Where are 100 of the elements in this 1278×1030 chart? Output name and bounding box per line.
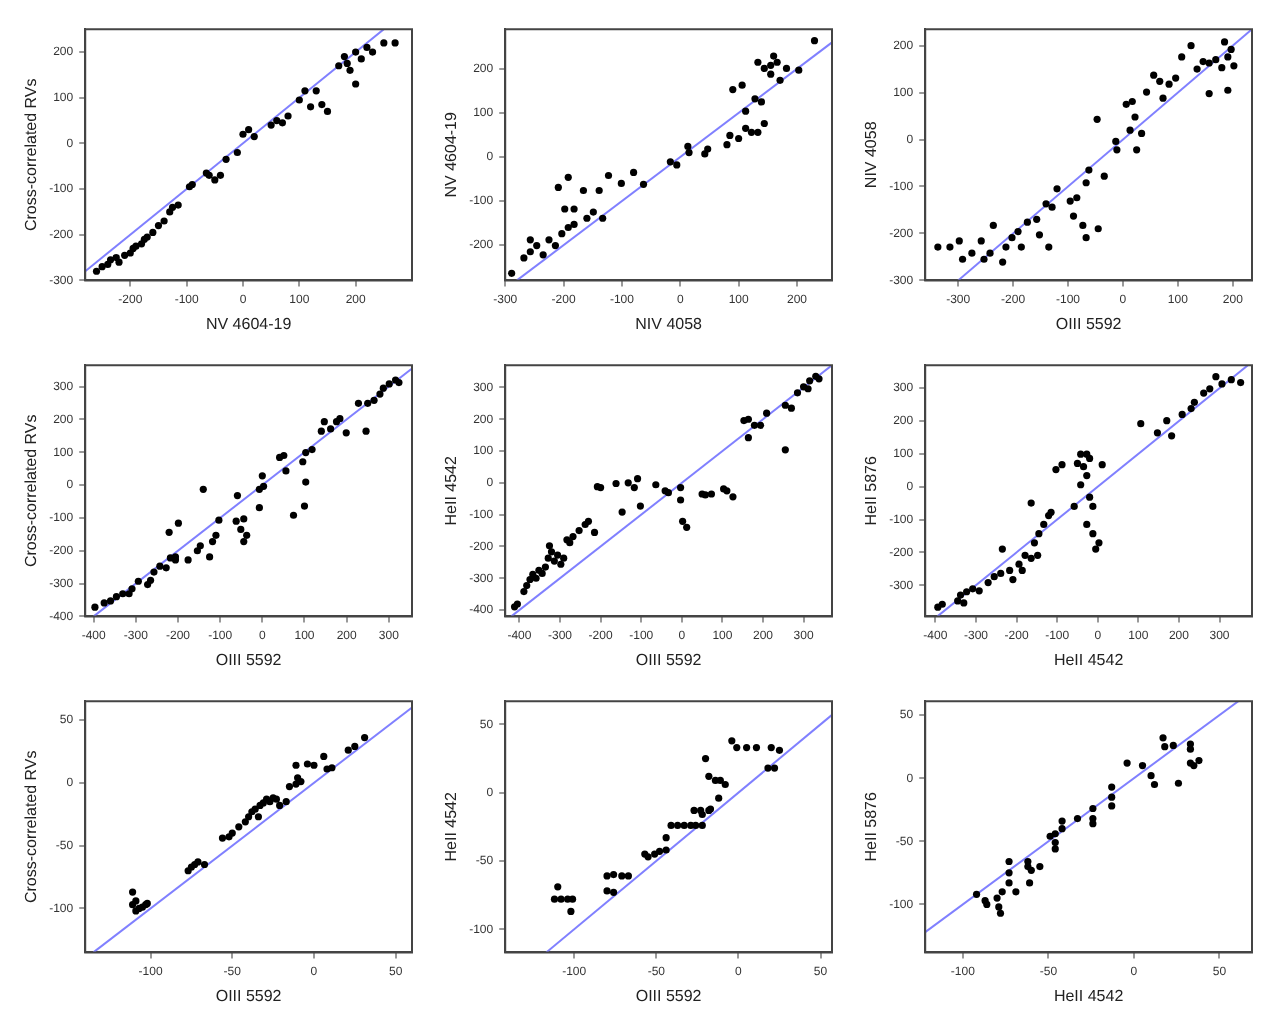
point bbox=[564, 173, 572, 181]
point bbox=[361, 734, 369, 742]
point bbox=[233, 491, 242, 500]
point bbox=[1147, 772, 1155, 780]
point bbox=[735, 134, 743, 143]
point bbox=[617, 179, 625, 188]
point bbox=[754, 128, 762, 136]
point bbox=[363, 43, 371, 52]
point bbox=[1098, 461, 1106, 469]
point bbox=[793, 389, 802, 397]
point bbox=[340, 53, 348, 61]
point bbox=[1220, 38, 1229, 46]
point bbox=[956, 591, 965, 599]
point bbox=[1079, 463, 1088, 471]
point bbox=[1161, 743, 1169, 751]
point bbox=[199, 485, 207, 493]
point bbox=[1025, 879, 1034, 887]
point bbox=[692, 821, 700, 830]
point bbox=[728, 737, 736, 745]
point bbox=[1089, 502, 1097, 510]
point bbox=[1035, 231, 1044, 239]
point bbox=[320, 752, 328, 761]
point bbox=[698, 810, 706, 819]
point bbox=[742, 107, 750, 115]
point bbox=[1009, 576, 1017, 584]
point bbox=[1058, 825, 1066, 833]
point bbox=[997, 569, 1005, 577]
point bbox=[128, 585, 136, 593]
point bbox=[698, 821, 706, 830]
point bbox=[1051, 830, 1059, 838]
point bbox=[1159, 734, 1167, 742]
point bbox=[742, 124, 750, 132]
point bbox=[200, 860, 209, 869]
point bbox=[1178, 53, 1186, 61]
point bbox=[575, 526, 583, 535]
point bbox=[996, 909, 1005, 917]
point bbox=[1021, 551, 1029, 559]
point bbox=[146, 576, 155, 584]
point bbox=[954, 597, 962, 605]
y-axis-title: Cross-correlated RVs bbox=[22, 750, 41, 904]
point bbox=[1027, 499, 1035, 507]
point bbox=[1212, 373, 1220, 381]
point bbox=[302, 478, 310, 486]
point bbox=[258, 472, 266, 480]
point bbox=[100, 599, 108, 607]
point bbox=[320, 418, 328, 426]
point bbox=[149, 228, 157, 237]
point bbox=[1034, 551, 1042, 559]
point bbox=[112, 593, 121, 601]
point bbox=[707, 490, 716, 498]
point bbox=[980, 255, 988, 263]
point bbox=[352, 48, 360, 56]
point bbox=[1165, 80, 1173, 88]
point bbox=[346, 66, 354, 74]
point bbox=[328, 764, 336, 772]
point bbox=[1023, 218, 1031, 226]
point bbox=[1230, 62, 1238, 70]
point bbox=[752, 744, 761, 752]
point bbox=[119, 590, 127, 598]
point bbox=[150, 568, 158, 576]
point bbox=[523, 581, 531, 590]
point bbox=[704, 145, 712, 153]
point bbox=[92, 267, 101, 275]
point bbox=[312, 87, 320, 95]
point bbox=[1008, 234, 1016, 242]
point bbox=[121, 251, 129, 259]
point bbox=[1227, 376, 1235, 384]
point bbox=[162, 564, 170, 572]
point bbox=[1108, 802, 1116, 810]
point bbox=[1133, 146, 1141, 154]
point bbox=[1095, 539, 1103, 547]
point bbox=[267, 121, 275, 129]
point bbox=[1053, 185, 1061, 193]
point bbox=[240, 515, 248, 523]
point bbox=[1089, 820, 1097, 828]
point bbox=[662, 846, 670, 854]
point bbox=[129, 888, 137, 896]
point bbox=[667, 821, 675, 830]
point bbox=[760, 119, 768, 128]
point bbox=[354, 399, 363, 407]
point bbox=[773, 58, 781, 66]
point bbox=[125, 590, 133, 598]
point bbox=[570, 220, 578, 229]
point bbox=[589, 208, 597, 216]
point bbox=[245, 126, 253, 134]
point bbox=[1187, 404, 1195, 413]
point bbox=[344, 746, 352, 754]
point bbox=[1126, 126, 1134, 134]
point bbox=[301, 87, 309, 95]
point bbox=[216, 171, 225, 179]
point bbox=[999, 258, 1007, 266]
point bbox=[743, 744, 751, 752]
point bbox=[716, 776, 724, 784]
point bbox=[1036, 862, 1044, 871]
point bbox=[603, 872, 611, 880]
point bbox=[662, 834, 670, 842]
point bbox=[1100, 172, 1108, 180]
point bbox=[259, 482, 268, 490]
point bbox=[1073, 194, 1081, 202]
point bbox=[751, 95, 759, 103]
